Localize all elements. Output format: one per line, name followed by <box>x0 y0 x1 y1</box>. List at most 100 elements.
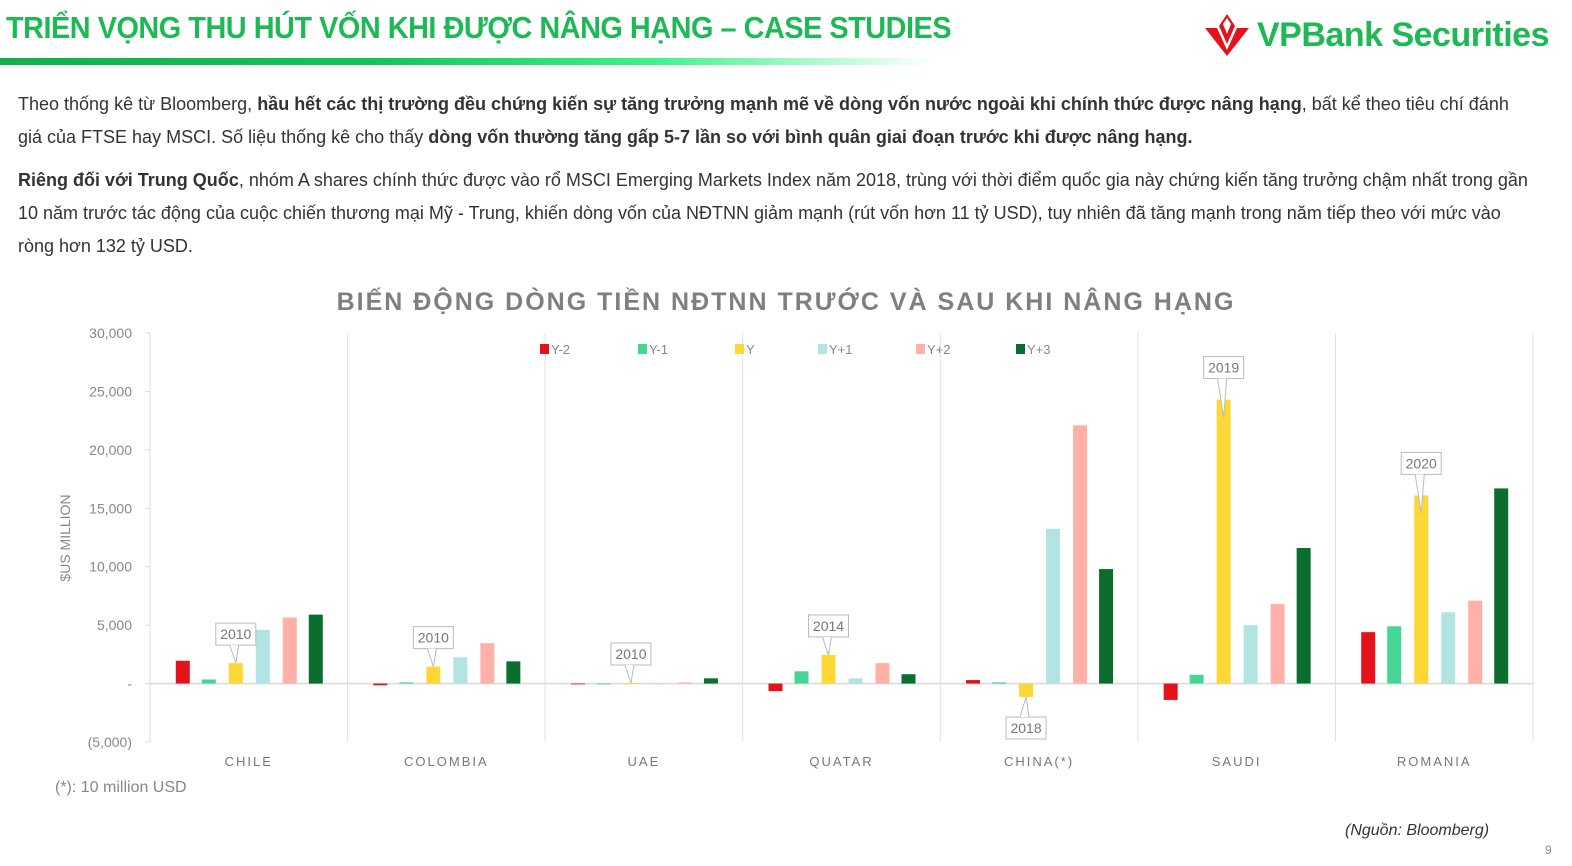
y-tick-label: 30,000 <box>89 325 132 341</box>
bar-y-2 <box>768 683 783 692</box>
year-callout-label: 2014 <box>813 618 844 634</box>
bar-y+1 <box>1441 612 1456 684</box>
bar-y <box>1216 399 1231 684</box>
legend-label: Y-2 <box>551 342 570 357</box>
bar-y <box>1414 495 1429 684</box>
x-tick-label: ROMANIA <box>1397 754 1472 769</box>
legend-swatch-y-2 <box>540 344 549 354</box>
bar-y+1 <box>453 657 468 684</box>
legend-swatch-y <box>735 344 744 354</box>
bar-y+2 <box>1270 604 1285 684</box>
page-title: TRIỂN VỌNG THU HÚT VỐN KHI ĐƯỢC NÂNG HẠN… <box>6 10 952 45</box>
bar-y+2 <box>677 682 692 684</box>
bar-y+3 <box>901 674 916 684</box>
y-tick-label: 25,000 <box>89 383 132 399</box>
legend-swatch-y+1 <box>818 344 827 354</box>
bar-y+1 <box>1243 625 1258 684</box>
bar-y <box>426 666 441 684</box>
year-callout-label: 2010 <box>220 626 251 642</box>
bar-y-1 <box>1387 626 1402 684</box>
x-tick-label: CHINA(*) <box>1004 754 1074 769</box>
bold-text: Riêng đối với Trung Quốc <box>18 170 239 190</box>
bar-y+3 <box>308 614 323 684</box>
bar-y+2 <box>1073 425 1088 684</box>
bar-y+2 <box>480 643 495 684</box>
legend-swatch-y+2 <box>916 344 925 354</box>
bar-y-1 <box>596 683 611 685</box>
title-underline <box>0 58 935 65</box>
bar-y-1 <box>794 671 809 684</box>
china-paragraph: Riêng đối với Trung Quốc, nhóm A shares … <box>18 164 1528 263</box>
intro-paragraph: Theo thống kê từ Bloomberg, hầu hết các … <box>18 88 1528 154</box>
bar-y+2 <box>282 617 297 684</box>
bar-y+2 <box>1468 600 1483 684</box>
bold-text: hầu hết các thị trường đều chứng kiến sự… <box>257 94 1302 114</box>
bar-y+3 <box>1099 569 1114 684</box>
vpbank-logo: VPBank Securities <box>1203 14 1549 56</box>
year-callout-pointer <box>822 636 832 656</box>
year-callout-pointer <box>1217 378 1228 418</box>
y-tick-label: 20,000 <box>89 442 132 458</box>
bar-y+3 <box>506 661 521 684</box>
logo-text: VPBank Securities <box>1257 15 1549 54</box>
y-tick-label: 15,000 <box>89 500 132 516</box>
bar-y-2 <box>175 660 190 684</box>
legend-label: Y+2 <box>927 342 951 357</box>
legend-swatch-y+3 <box>1016 344 1025 354</box>
footnote: (*): 10 million USD <box>55 779 187 796</box>
source-note: (Nguồn: Bloomberg) <box>1345 822 1490 839</box>
year-callout-label: 2010 <box>615 646 646 662</box>
bar-y-2 <box>1163 683 1178 700</box>
legend-label: Y+3 <box>1027 342 1051 357</box>
legend-label: Y-1 <box>649 342 668 357</box>
bar-y-2 <box>966 680 981 684</box>
vpbank-logo-icon <box>1205 14 1249 56</box>
x-tick-label: COLOMBIA <box>404 754 489 769</box>
bar-y-1 <box>992 682 1007 684</box>
bar-y+1 <box>255 629 270 684</box>
legend-swatch-y-1 <box>638 344 647 354</box>
y-axis-label: $US MILLION <box>57 494 73 581</box>
bar-y <box>821 654 836 684</box>
year-callout-pointer <box>229 644 240 664</box>
legend-label: Y+1 <box>829 342 853 357</box>
bar-y <box>1019 683 1034 698</box>
chart-title: BIẾN ĐỘNG DÒNG TIỀN NĐTNN TRƯỚC VÀ SAU K… <box>336 288 1236 316</box>
bold-text: dòng vốn thường tăng gấp 5-7 lần so với … <box>428 127 1193 147</box>
bar-y <box>623 682 638 684</box>
bar-y-1 <box>1189 674 1204 684</box>
x-tick-label: QUATAR <box>809 754 873 769</box>
bar-y-2 <box>570 683 585 685</box>
x-tick-label: UAE <box>628 754 661 769</box>
bar-y-1 <box>201 679 216 684</box>
year-callout-pointer <box>1414 474 1425 514</box>
bar-y-2 <box>373 683 388 686</box>
legend-label: Y <box>746 342 755 357</box>
bar-y+3 <box>703 678 718 684</box>
year-callout-pointer <box>426 648 437 667</box>
bar-y+3 <box>1296 548 1311 684</box>
year-callout-pointer <box>1019 696 1030 718</box>
year-callout-label: 2019 <box>1208 360 1239 376</box>
bar-y <box>228 663 243 684</box>
bar-y+1 <box>848 678 863 684</box>
y-tick-label: - <box>127 676 132 692</box>
bar-y+1 <box>1046 528 1061 684</box>
bar-y+2 <box>875 663 890 684</box>
y-tick-label: 10,000 <box>89 559 132 575</box>
year-callout-pointer <box>624 664 635 684</box>
text: , nhóm A shares chính thức được vào rổ M… <box>18 170 1528 256</box>
year-callout-label: 2018 <box>1010 720 1041 736</box>
y-tick-label: (5,000) <box>88 734 132 750</box>
page-number: 9 <box>1545 843 1552 857</box>
y-tick-label: 5,000 <box>97 617 132 633</box>
x-tick-label: CHILE <box>225 754 273 769</box>
bar-y-1 <box>399 682 414 684</box>
year-callout-label: 2010 <box>418 630 449 646</box>
x-tick-label: SAUDI <box>1212 754 1262 769</box>
bar-y+1 <box>650 683 665 685</box>
text: Theo thống kê từ Bloomberg, <box>18 94 258 114</box>
year-callout-label: 2020 <box>1406 455 1437 471</box>
bar-y-2 <box>1361 632 1376 684</box>
